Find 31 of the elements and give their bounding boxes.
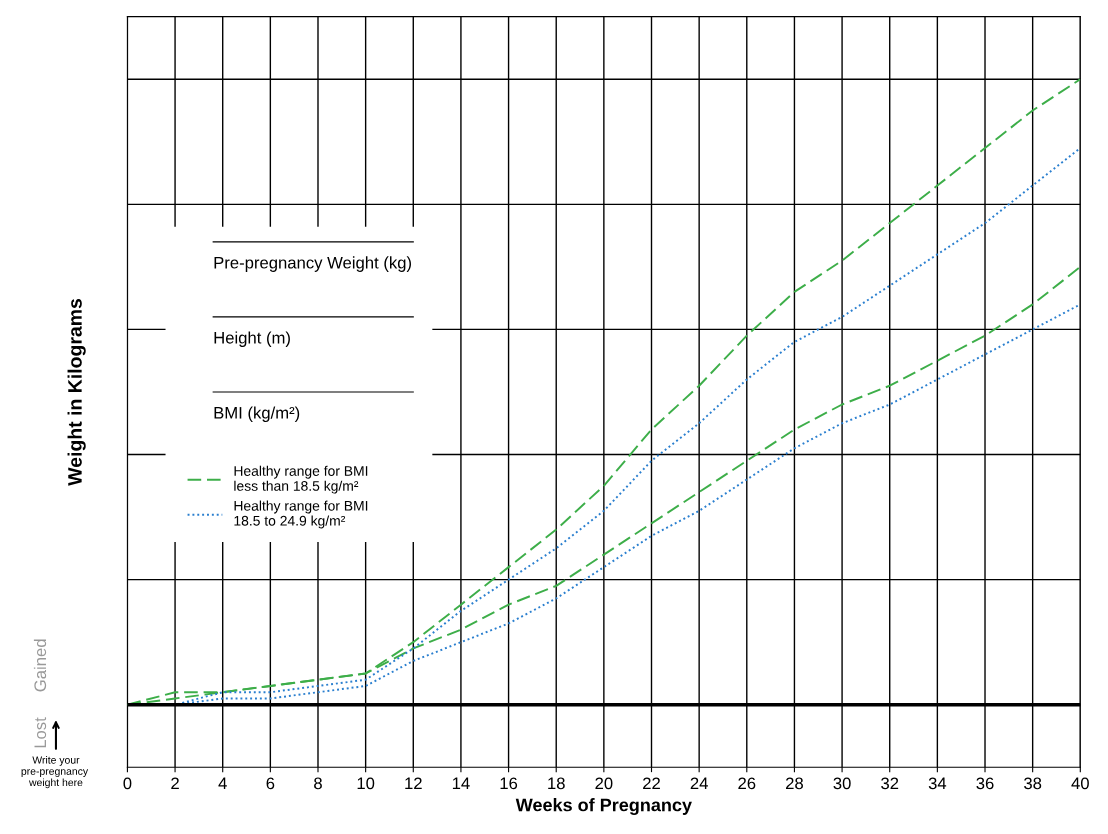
x-tick-label: 0 [123,777,132,790]
x-tick-label: 28 [786,777,803,790]
x-tick-label: 36 [976,777,994,790]
x-tick-label: 18 [548,777,565,790]
annotation: Height (m) [214,331,290,347]
x-tick-label: 30 [833,777,851,790]
x-tick-label: 22 [643,777,660,790]
x-tick-label: 8 [314,777,322,790]
x-tick-label: 4 [218,777,227,790]
x-axis-title: Weeks of Pregnancy [515,798,692,815]
x-tick-label: 14 [452,777,470,790]
annotation: Pre-pregnancy Weight (kg) [214,256,412,272]
x-tick-label: 20 [595,777,613,790]
legend-label: Healthy range for BMI less than 18.5 kg/m² [234,465,368,494]
x-tick-label: 26 [738,777,756,790]
y-axis-title: Weight in Kilograms [67,298,86,486]
x-tick-label: 6 [266,777,275,790]
x-tick-label: 38 [1024,777,1042,790]
text: Write your pre-pregnancy weight here [21,756,89,789]
x-tick-label: 2 [171,777,179,790]
text: Lost [34,717,47,748]
x-tick-label: 12 [405,777,422,790]
legend-label: Healthy range for BMI 18.5 to 24.9 kg/m² [234,500,368,529]
x-tick-label: 34 [928,777,947,790]
x-tick-label: 16 [500,777,518,790]
x-tick-label: 10 [357,777,375,790]
text: Gained [33,639,47,692]
annotation: BMI (kg/m²) [214,406,300,422]
x-tick-label: 24 [690,777,708,790]
x-tick-label: 40 [1071,777,1089,790]
x-tick-label: 32 [881,777,899,790]
